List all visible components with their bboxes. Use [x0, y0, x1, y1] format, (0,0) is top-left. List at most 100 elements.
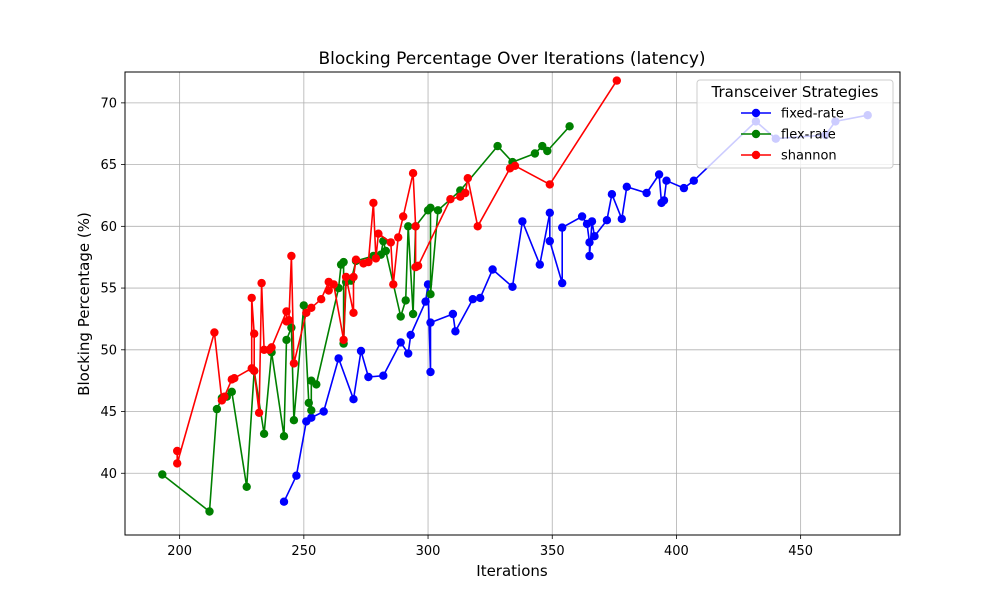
data-point-fixed-rate: [679, 183, 689, 193]
data-point-flex-rate: [259, 429, 269, 438]
data-point-shannon: [394, 233, 403, 242]
data-point-fixed-rate: [451, 327, 460, 336]
data-point-shannon: [267, 343, 276, 352]
data-point-flex-rate: [404, 222, 413, 231]
data-point-shannon: [413, 261, 423, 270]
data-point-shannon: [386, 238, 395, 247]
data-point-shannon: [257, 278, 266, 288]
data-point-fixed-rate: [558, 223, 567, 232]
data-point-shannon: [371, 254, 381, 263]
data-point-flex-rate: [158, 470, 167, 479]
legend-marker-shannon: [751, 150, 761, 160]
y-tick-label: 45: [100, 405, 117, 420]
x-tick-label: 450: [788, 544, 813, 559]
data-point-shannon: [284, 316, 294, 325]
data-point-fixed-rate: [642, 188, 651, 198]
data-point-fixed-rate: [421, 297, 430, 306]
data-point-flex-rate: [212, 404, 222, 414]
data-point-flex-rate: [426, 290, 435, 299]
x-tick-label: 200: [167, 544, 192, 559]
data-point-shannon: [408, 169, 418, 178]
legend-label-shannon: shannon: [781, 149, 837, 164]
data-point-flex-rate: [282, 335, 291, 345]
data-point-fixed-rate: [585, 238, 594, 247]
data-point-shannon: [289, 359, 299, 368]
y-tick-label: 70: [100, 96, 117, 111]
data-point-fixed-rate: [662, 176, 671, 185]
data-point-fixed-rate: [488, 265, 497, 274]
y-tick-label: 55: [100, 282, 117, 297]
data-point-flex-rate: [426, 203, 435, 212]
data-point-fixed-rate: [577, 212, 587, 221]
tick-layer: 200 250 300 350 400 450 40 45 50 55 60 65 70: [100, 96, 813, 559]
data-point-shannon: [282, 307, 291, 316]
data-point-shannon: [389, 280, 398, 289]
data-point-shannon: [349, 308, 358, 317]
data-point-flex-rate: [565, 122, 574, 131]
data-point-flex-rate: [530, 149, 540, 158]
data-point-fixed-rate: [602, 216, 612, 225]
data-point-fixed-rate: [448, 309, 458, 319]
data-point-fixed-rate: [307, 413, 316, 422]
data-point-shannon: [317, 295, 326, 304]
data-point-flex-rate: [493, 141, 502, 151]
data-point-flex-rate: [339, 257, 348, 267]
data-point-shannon: [369, 198, 378, 208]
data-point-shannon: [374, 229, 383, 238]
x-tick-label: 300: [416, 544, 441, 559]
series-line-shannon: [176, 80, 618, 465]
data-point-fixed-rate: [279, 497, 289, 506]
data-point-flex-rate: [312, 380, 321, 389]
data-point-fixed-rate: [379, 371, 388, 380]
data-point-fixed-rate: [518, 217, 527, 226]
data-point-fixed-rate: [396, 338, 405, 347]
legend-marker-fixed-rate: [751, 108, 761, 118]
data-point-shannon: [341, 272, 351, 282]
data-point-flex-rate: [401, 296, 410, 305]
data-point-shannon: [399, 212, 408, 221]
data-point-fixed-rate: [545, 236, 554, 246]
data-point-shannon: [247, 293, 256, 303]
data-point-fixed-rate: [622, 182, 631, 191]
data-point-flex-rate: [381, 246, 390, 256]
legend: Transceiver Strategies fixed-rate flex-ra…: [696, 79, 894, 169]
legend-marker-flex-rate: [751, 129, 761, 139]
data-point-fixed-rate: [585, 251, 594, 261]
y-tick-label: 40: [100, 467, 117, 482]
data-point-shannon: [339, 335, 348, 345]
data-point-fixed-rate: [545, 208, 554, 217]
data-point-fixed-rate: [587, 217, 597, 226]
data-point-fixed-rate: [319, 407, 328, 416]
data-point-fixed-rate: [426, 367, 435, 377]
data-point-shannon: [173, 446, 182, 456]
data-point-shannon: [545, 180, 554, 189]
data-point-fixed-rate: [356, 346, 366, 356]
data-point-shannon: [510, 161, 520, 170]
data-point-shannon: [230, 374, 239, 383]
data-point-flex-rate: [543, 146, 552, 156]
y-tick-label: 65: [100, 158, 117, 173]
data-point-shannon: [364, 257, 373, 267]
data-point-shannon: [329, 280, 338, 289]
y-axis-label: Blocking Percentage (%): [75, 212, 93, 396]
x-tick-label: 250: [291, 544, 316, 559]
data-point-shannon: [612, 76, 621, 85]
data-point-shannon: [287, 251, 296, 261]
data-point-fixed-rate: [617, 214, 626, 224]
series-layer: [158, 76, 872, 516]
data-point-shannon: [250, 366, 259, 375]
data-point-shannon: [210, 328, 219, 337]
data-point-fixed-rate: [535, 260, 544, 269]
data-point-fixed-rate: [607, 190, 617, 199]
data-point-shannon: [411, 222, 420, 231]
data-point-flex-rate: [408, 309, 418, 319]
legend-entries: fixed-rate flex-rate shannon: [741, 107, 844, 164]
x-tick-label: 400: [664, 544, 689, 559]
data-point-shannon: [173, 459, 182, 468]
data-point-fixed-rate: [558, 278, 567, 288]
data-point-flex-rate: [289, 416, 299, 425]
data-point-shannon: [463, 174, 472, 183]
series-shannon: [173, 76, 621, 468]
data-point-shannon: [307, 303, 316, 312]
